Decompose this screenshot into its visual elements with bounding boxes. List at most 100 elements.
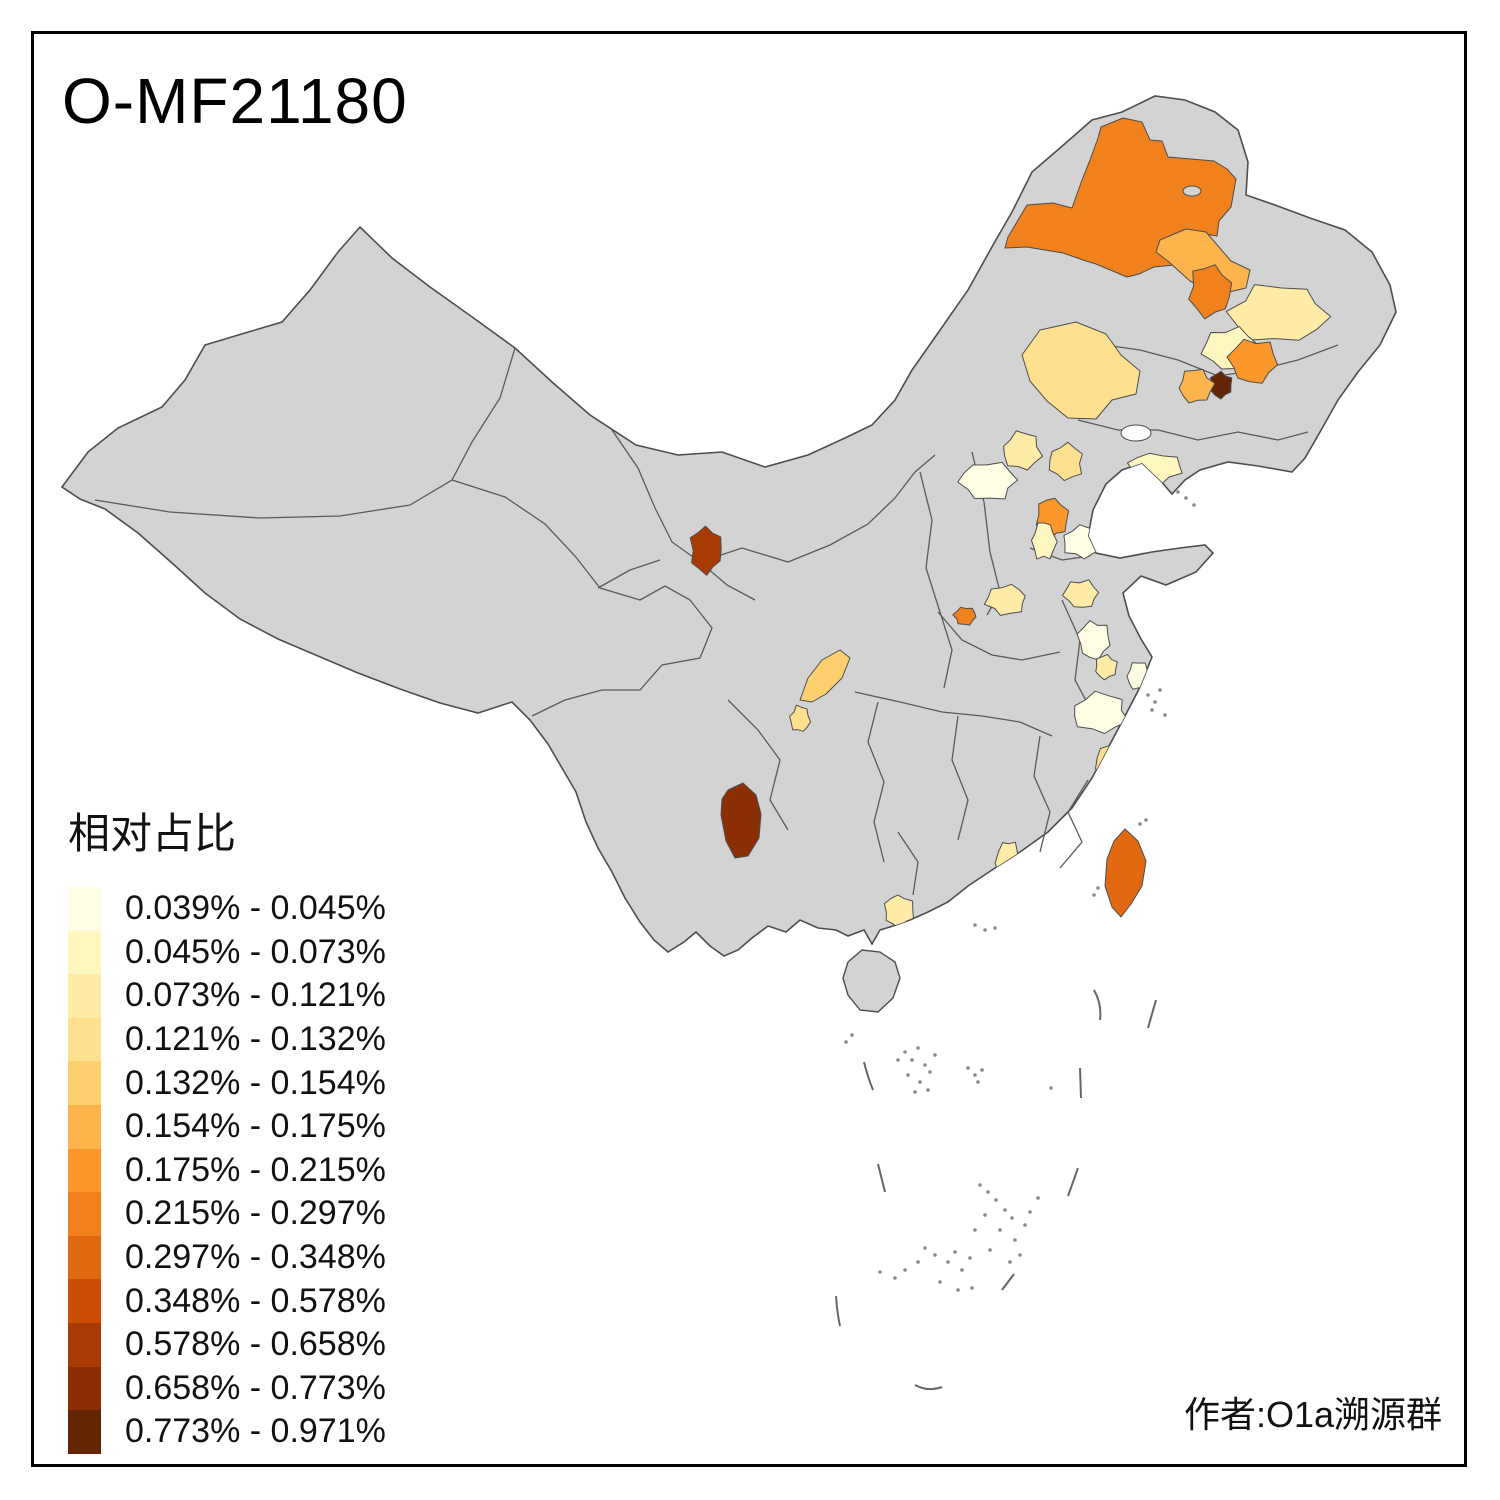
sea-dash-segment [914, 1384, 943, 1391]
islet-dot [968, 1256, 972, 1260]
islet-dot [926, 1088, 930, 1092]
map-region-r18 [952, 606, 977, 626]
legend-swatch [68, 1148, 101, 1193]
province-border-line [937, 611, 1061, 661]
plot-frame [31, 31, 1467, 1467]
islet-dot [923, 1063, 927, 1067]
legend-swatch [68, 1061, 101, 1105]
islet-dot [903, 1268, 907, 1272]
province-border-line [867, 701, 885, 863]
islet-dot [933, 1253, 937, 1257]
legend-label: 0.045% - 0.073% [125, 932, 386, 971]
legend-row: 0.039% - 0.045% [68, 887, 386, 931]
islet-dot [966, 1066, 970, 1070]
islet-dot [1153, 700, 1157, 704]
islet-dot [850, 1033, 854, 1037]
legend-row: 0.578% - 0.658% [68, 1322, 386, 1367]
legend-row: 0.154% - 0.175% [68, 1104, 386, 1149]
islet-dot [918, 1080, 922, 1084]
province-border-line [951, 715, 969, 841]
map-region-r32 [1104, 828, 1147, 918]
province-border-line [611, 429, 756, 601]
islet-dot [983, 928, 987, 932]
map-region-r11 [1048, 441, 1083, 482]
province-border-line [597, 559, 661, 589]
islet-dot [923, 1246, 927, 1250]
legend-row: 0.132% - 0.154% [68, 1061, 386, 1105]
sea-dash-segment [1067, 1167, 1079, 1197]
islet-dot [988, 1248, 992, 1252]
province-border-line [1061, 599, 1091, 709]
islet-dot [1049, 1086, 1053, 1090]
islet-dot [906, 1073, 910, 1077]
legend-swatch [68, 1017, 101, 1062]
map-region-r22 [720, 782, 762, 859]
province-border-line [919, 471, 953, 689]
map-region-r27 [1074, 690, 1129, 734]
map-region-r19 [689, 525, 722, 576]
attribution: 作者:O1a溯源群 [1183, 1394, 1442, 1435]
legend: 相对占比 0.039% - 0.045% 0.045% - 0.073% 0.073… [68, 800, 386, 1454]
legend-swatch [68, 930, 101, 975]
legend-row: 0.348% - 0.578% [68, 1279, 386, 1323]
legend-swatch [68, 1235, 101, 1280]
islet-dot [994, 1198, 998, 1202]
province-borders [94, 329, 1339, 896]
sea-dash-segment [863, 1061, 874, 1091]
legend-label: 0.773% - 0.971% [125, 1412, 386, 1451]
islet-dot [1163, 713, 1167, 717]
map-region-r05 [1021, 321, 1141, 420]
legend-label: 0.215% - 0.297% [125, 1194, 386, 1233]
island-regions [1104, 828, 1147, 918]
legend-label: 0.175% - 0.215% [125, 1150, 386, 1189]
islet-dot [1146, 693, 1150, 697]
islet-dot [1192, 503, 1196, 507]
china-outline [60, 95, 1397, 957]
islet-dot [878, 1270, 882, 1274]
islet-dot [844, 1040, 848, 1044]
hainan-island [842, 949, 901, 1013]
province-border-line [451, 479, 601, 589]
islet-dot [953, 1250, 957, 1254]
islet-dot [1008, 1260, 1012, 1264]
islet-dot [976, 1080, 980, 1084]
map-region-r30 [883, 894, 914, 930]
sea-dash-segment [877, 1163, 886, 1193]
legend-label: 0.658% - 0.773% [125, 1368, 386, 1407]
islet-dot [1028, 1210, 1032, 1214]
islet-dot [913, 1090, 917, 1094]
province-border-line [699, 454, 936, 563]
legend-label: 0.121% - 0.132% [125, 1020, 386, 1059]
legend-swatch [68, 887, 101, 931]
islet-dot [956, 1288, 960, 1292]
islet-dot [1018, 1253, 1022, 1257]
islet-dot [978, 1183, 982, 1187]
map-region-r23 [1061, 579, 1100, 608]
legend-row: 0.297% - 0.348% [68, 1235, 386, 1280]
legend-row: 0.215% - 0.297% [68, 1192, 386, 1236]
islet-dot [896, 1058, 900, 1062]
sea-dash-segment [835, 1295, 841, 1327]
islet-dot [1158, 688, 1162, 692]
islet-dot [916, 1046, 920, 1050]
province-border-line [1077, 419, 1309, 441]
legend-row: 0.175% - 0.215% [68, 1148, 386, 1193]
map-region-r25 [1095, 653, 1118, 681]
islet-dot [1003, 1208, 1007, 1212]
sea-dash-segment [1093, 989, 1102, 1021]
legend-row: 0.073% - 0.121% [68, 974, 386, 1018]
map-region-r20 [799, 649, 851, 703]
islet-dot [1010, 1216, 1014, 1220]
province-border-line [897, 831, 919, 896]
legend-row: 0.121% - 0.132% [68, 1017, 386, 1062]
legend-rows: 0.039% - 0.045% 0.045% - 0.073% 0.073% - 0… [68, 887, 386, 1454]
province-border-line [531, 585, 713, 717]
map-region-r07 [1226, 338, 1279, 384]
legend-swatch [68, 1104, 101, 1149]
province-border-line [854, 691, 1053, 737]
islet-dot [960, 1268, 964, 1272]
islet-dot [946, 1260, 950, 1264]
province-border-line [1059, 779, 1089, 869]
map-region-r09 [1178, 368, 1216, 404]
